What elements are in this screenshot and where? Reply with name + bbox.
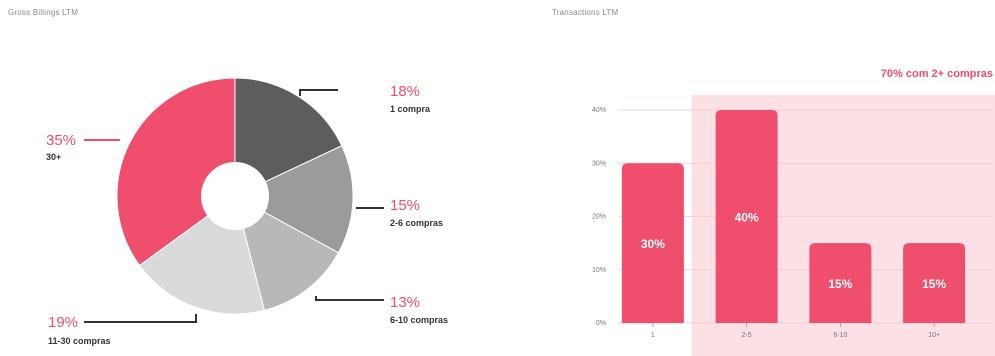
- bar-value-label: 30%: [641, 237, 665, 251]
- left-panel-title: Gross Billings LTM: [8, 8, 79, 17]
- x-category-label: 1: [651, 332, 655, 339]
- donut-slice-2: [233, 145, 354, 254]
- donut-slice-3: [234, 195, 340, 311]
- bar-value-label: 40%: [735, 211, 759, 225]
- bar-10+: [903, 243, 966, 323]
- bar-1: [621, 163, 684, 323]
- slice-percent-label: 35%: [46, 132, 76, 149]
- x-category-label: 6-10: [833, 332, 847, 339]
- right-panel-title: Transactions LTM: [552, 8, 619, 17]
- y-tick-label: 10%: [592, 267, 606, 274]
- callout-line-1: [299, 89, 338, 96]
- donut-chart: [116, 77, 354, 315]
- y-tick-label: 40%: [592, 107, 606, 114]
- slice-percent-label: 19%: [48, 314, 78, 331]
- callout-line-4: [84, 314, 197, 323]
- bar-6-10: [809, 243, 872, 323]
- slice-caption: 11-30 compras: [48, 336, 111, 346]
- x-category-label: 10+: [928, 332, 940, 339]
- slice-percent-label: 18%: [390, 83, 420, 100]
- slice-percent-label: 15%: [390, 197, 420, 214]
- callout-line-3: [315, 296, 384, 301]
- highlight-annotation: 70% com 2+ compras: [881, 68, 993, 80]
- donut-slice-1: [234, 77, 343, 197]
- slice-caption: 30+: [46, 152, 61, 162]
- donut-hole: [201, 162, 269, 230]
- bar-2-5: [715, 110, 778, 323]
- slice-caption: 1 compra: [390, 104, 431, 114]
- slice-percent-label: 13%: [390, 294, 420, 311]
- donut-slice-5: [116, 77, 236, 267]
- bar-chart: 70% com 2+ compras 0% 10% 20% 30% 40% 30% 1 40% 2…: [592, 68, 995, 356]
- y-tick-label: 0%: [596, 320, 606, 327]
- bar-value-label: 15%: [922, 277, 946, 291]
- y-tick-label: 30%: [592, 160, 606, 167]
- bar-value-label: 15%: [828, 277, 852, 291]
- slice-caption: 6-10 compras: [390, 315, 448, 325]
- y-tick-label: 20%: [592, 214, 606, 221]
- slice-caption: 2-6 compras: [390, 218, 443, 228]
- x-category-label: 2-5: [742, 332, 752, 339]
